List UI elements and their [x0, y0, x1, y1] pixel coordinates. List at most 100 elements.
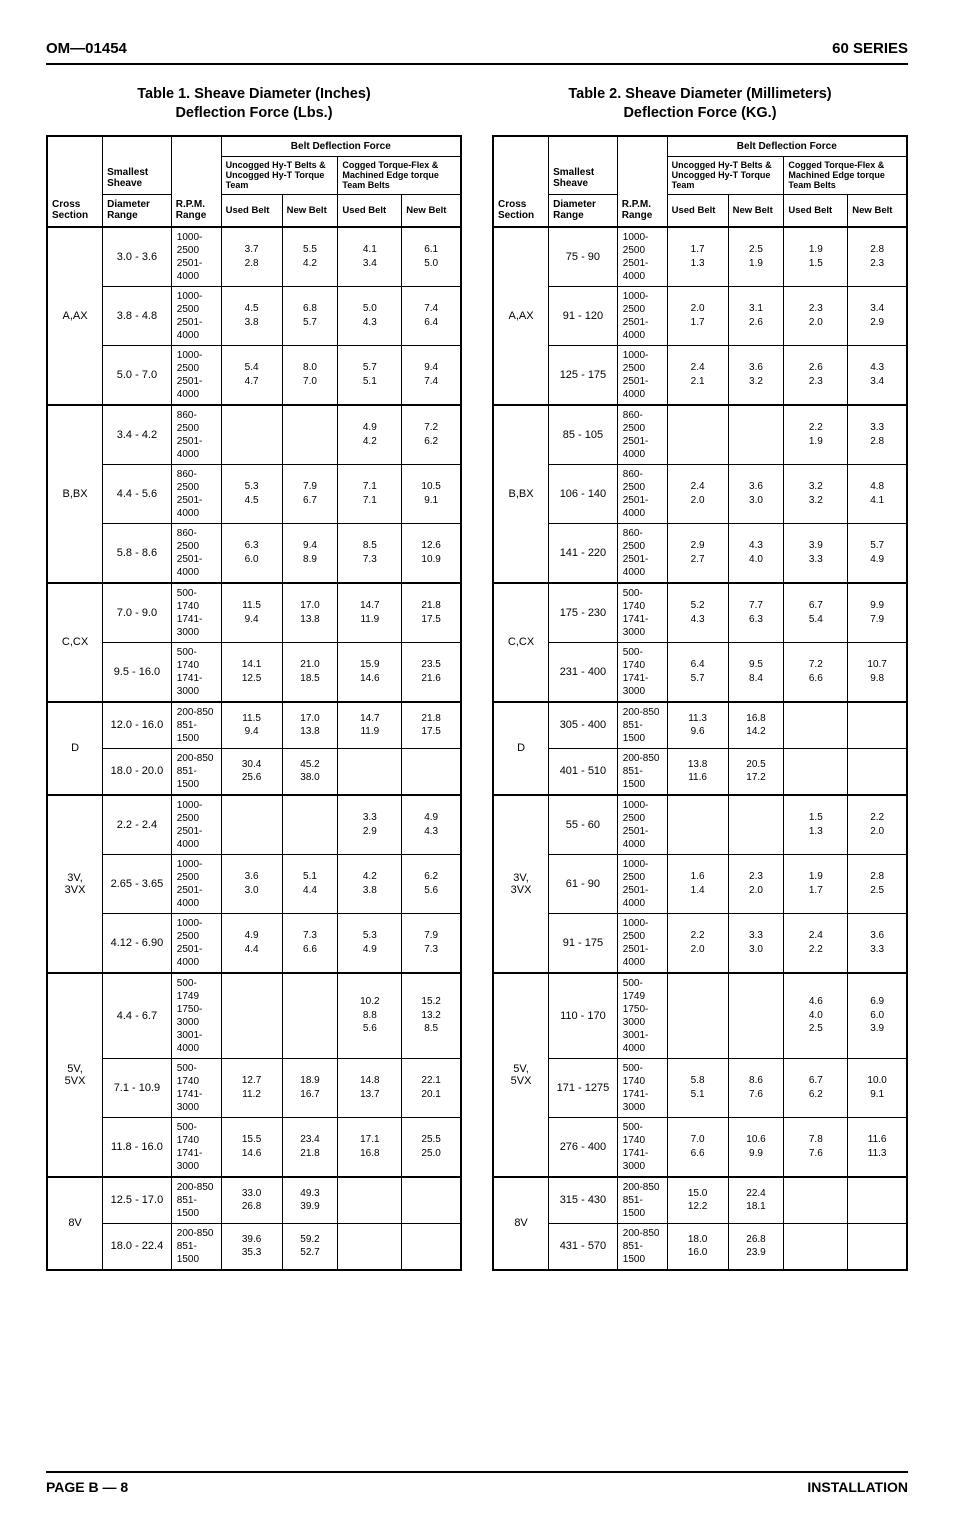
cell-new-a: 7.96.7: [282, 464, 338, 523]
col-uncogged-group: Uncogged Hy-T Belts & Uncogged Hy-T Torq…: [221, 156, 338, 194]
cell-diameter-range: 3.8 - 4.8: [103, 286, 172, 345]
cell-used-b: 17.116.8: [338, 1117, 402, 1177]
cell-diameter-range: 2.2 - 2.4: [103, 795, 172, 855]
col-rpm: R.P.M. Range: [171, 136, 221, 227]
cell-rpm-range: 500-17401741-3000: [171, 1117, 221, 1177]
cell-new-b: 9.47.4: [402, 345, 461, 405]
cell-new-a: 8.07.0: [282, 345, 338, 405]
table-2-title: Table 2. Sheave Diameter (Millimeters) D…: [492, 85, 908, 123]
cell-used-a: 2.01.7: [667, 286, 728, 345]
cell-diameter-range: 11.8 - 16.0: [103, 1117, 172, 1177]
cell-diameter-range: 75 - 90: [549, 227, 618, 287]
cell-rpm-range: 200-850851-1500: [171, 1177, 221, 1224]
cell-diameter-range: 18.0 - 22.4: [103, 1223, 172, 1270]
cell-diameter-range: 12.0 - 16.0: [103, 702, 172, 749]
cell-new-a: [728, 405, 784, 465]
cell-rpm-range: 500-17401741-3000: [617, 642, 667, 702]
table-row: B,BX3.4 - 4.2860-25002501-40004.94.27.26…: [47, 405, 461, 465]
cell-cross-section: A,AX: [47, 227, 103, 405]
cell-new-a: [282, 795, 338, 855]
cell-new-b: 22.120.1: [402, 1058, 461, 1117]
cell-new-a: 9.48.9: [282, 523, 338, 583]
cell-used-a: [221, 973, 282, 1059]
cell-used-b: [338, 1177, 402, 1224]
cell-used-b: 7.87.6: [784, 1117, 848, 1177]
col-cross-section: Cross Section: [493, 136, 549, 227]
cell-cross-section: 8V: [47, 1177, 103, 1270]
cell-diameter-range: 231 - 400: [549, 642, 618, 702]
cell-new-a: 5.54.2: [282, 227, 338, 287]
cell-rpm-range: 500-17401741-3000: [617, 1117, 667, 1177]
cell-new-b: 7.26.2: [402, 405, 461, 465]
cell-new-b: 2.22.0: [848, 795, 907, 855]
cell-new-a: 26.823.9: [728, 1223, 784, 1270]
cell-new-b: 5.74.9: [848, 523, 907, 583]
cell-used-a: 1.61.4: [667, 854, 728, 913]
cell-used-b: 4.64.02.5: [784, 973, 848, 1059]
cell-new-b: [848, 748, 907, 795]
table-row: 18.0 - 20.0200-850851-150030.425.645.238…: [47, 748, 461, 795]
cell-rpm-range: 860-25002501-4000: [171, 464, 221, 523]
cell-cross-section: B,BX: [493, 405, 549, 583]
cell-rpm-range: 1000-25002501-4000: [171, 913, 221, 973]
cell-rpm-range: 200-850851-1500: [171, 748, 221, 795]
cell-diameter-range: 85 - 105: [549, 405, 618, 465]
cell-used-a: 15.012.2: [667, 1177, 728, 1224]
cell-used-b: 2.21.9: [784, 405, 848, 465]
cell-cross-section: 3V,3VX: [493, 795, 549, 973]
table-row: 5V,5VX110 - 170500-17491750-30003001-400…: [493, 973, 907, 1059]
col-cogged-group: Cogged Torque-Flex & Machined Edge torqu…: [338, 156, 461, 194]
col-used-belt-a: Used Belt: [221, 194, 282, 227]
cell-used-a: 18.016.0: [667, 1223, 728, 1270]
cell-used-a: 2.42.1: [667, 345, 728, 405]
cell-used-b: 2.62.3: [784, 345, 848, 405]
cell-rpm-range: 1000-25002501-4000: [171, 227, 221, 287]
col-new-belt-a: New Belt: [282, 194, 338, 227]
cell-used-b: 5.04.3: [338, 286, 402, 345]
cell-new-a: 5.14.4: [282, 854, 338, 913]
cell-diameter-range: 7.0 - 9.0: [103, 583, 172, 643]
cell-diameter-range: 4.4 - 6.7: [103, 973, 172, 1059]
cell-cross-section: D: [493, 702, 549, 795]
table-row: 3.8 - 4.81000-25002501-40004.53.86.85.75…: [47, 286, 461, 345]
cell-new-b: [848, 1177, 907, 1224]
cell-rpm-range: 1000-25002501-4000: [171, 345, 221, 405]
cell-cross-section: A,AX: [493, 227, 549, 405]
table-1: Cross SectionSmallest SheaveR.P.M. Range…: [46, 135, 462, 1271]
cell-new-b: 6.15.0: [402, 227, 461, 287]
table-row: 2.65 - 3.651000-25002501-40003.63.05.14.…: [47, 854, 461, 913]
cell-used-a: 2.22.0: [667, 913, 728, 973]
cell-used-a: 14.112.5: [221, 642, 282, 702]
cell-diameter-range: 9.5 - 16.0: [103, 642, 172, 702]
cell-cross-section: 5V,5VX: [47, 973, 103, 1177]
cell-rpm-range: 1000-25002501-4000: [617, 913, 667, 973]
cell-rpm-range: 1000-25002501-4000: [171, 286, 221, 345]
cell-used-a: 11.59.4: [221, 583, 282, 643]
cell-used-b: [784, 1177, 848, 1224]
cell-rpm-range: 500-17401741-3000: [617, 583, 667, 643]
cell-diameter-range: 61 - 90: [549, 854, 618, 913]
col-used-belt-b: Used Belt: [338, 194, 402, 227]
cell-used-b: 1.51.3: [784, 795, 848, 855]
cell-used-b: 7.26.6: [784, 642, 848, 702]
cell-used-b: 14.711.9: [338, 702, 402, 749]
cell-used-b: 4.94.2: [338, 405, 402, 465]
cell-cross-section: C,CX: [493, 583, 549, 702]
cell-used-a: 39.635.3: [221, 1223, 282, 1270]
cell-new-a: 59.252.7: [282, 1223, 338, 1270]
cell-used-b: 10.28.85.6: [338, 973, 402, 1059]
cell-used-b: [338, 1223, 402, 1270]
cell-rpm-range: 1000-25002501-4000: [171, 795, 221, 855]
cell-used-b: 6.76.2: [784, 1058, 848, 1117]
cell-used-b: [784, 702, 848, 749]
cell-rpm-range: 1000-25002501-4000: [617, 345, 667, 405]
col-new-belt-a: New Belt: [728, 194, 784, 227]
cell-used-b: 1.91.5: [784, 227, 848, 287]
table-row: 8V12.5 - 17.0200-850851-150033.026.849.3…: [47, 1177, 461, 1224]
table-row: 401 - 510200-850851-150013.811.620.517.2: [493, 748, 907, 795]
cell-diameter-range: 18.0 - 20.0: [103, 748, 172, 795]
cell-diameter-range: 125 - 175: [549, 345, 618, 405]
col-cross-section: Cross Section: [47, 136, 103, 227]
cell-new-b: 3.42.9: [848, 286, 907, 345]
col-rpm: R.P.M. Range: [617, 136, 667, 227]
